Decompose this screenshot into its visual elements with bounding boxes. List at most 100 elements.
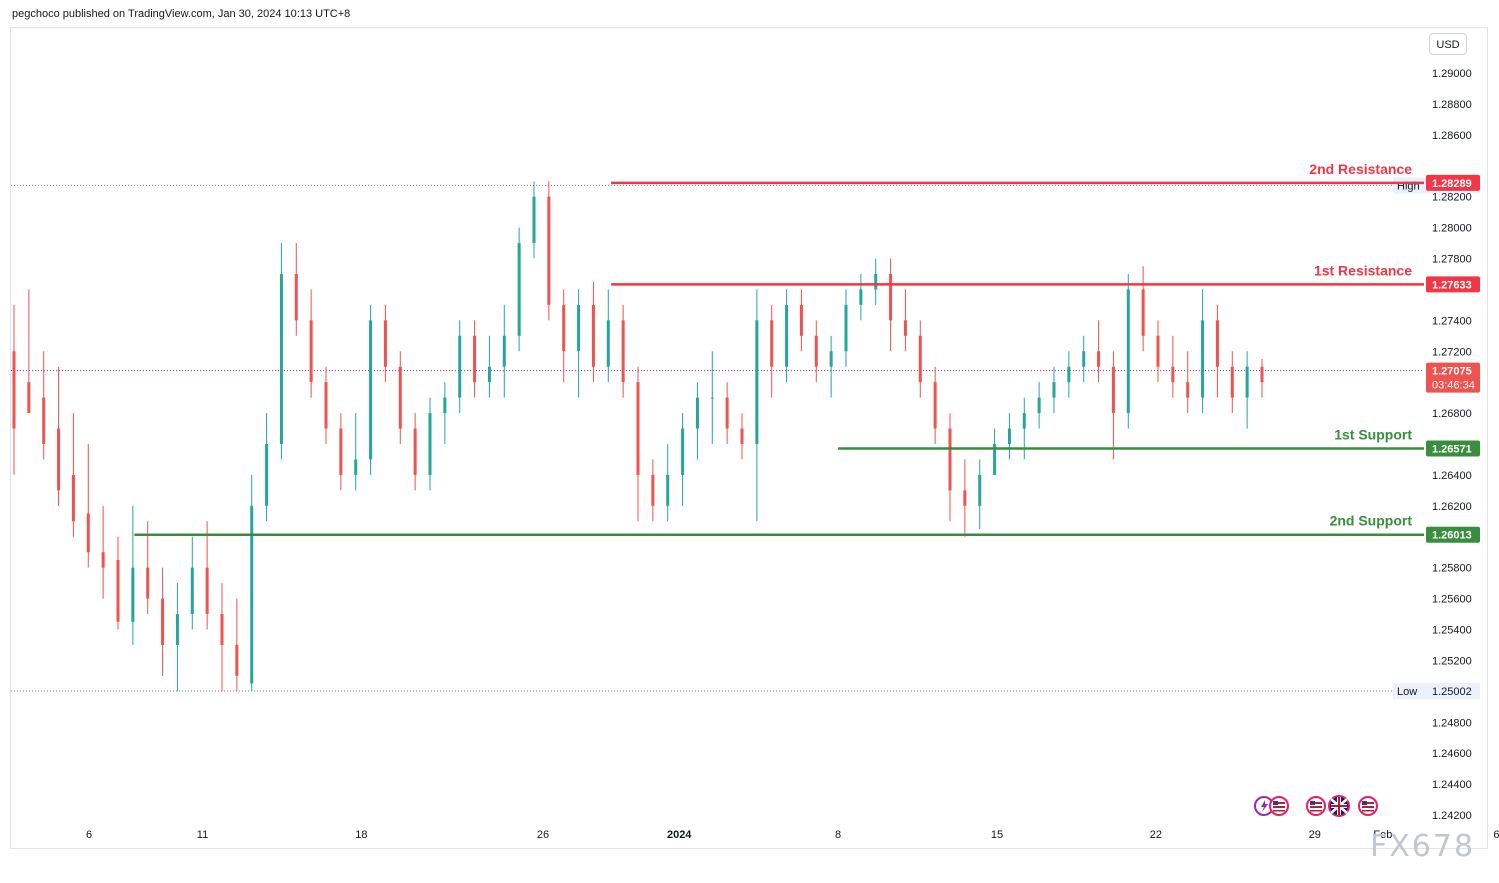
- y-tick-label: 1.24400: [1432, 779, 1472, 791]
- y-tick-label: 1.27800: [1432, 254, 1472, 266]
- candle: [859, 273, 863, 321]
- candle: [71, 413, 75, 537]
- us-flag-icon[interactable]: [1306, 796, 1326, 816]
- watermark: FX678: [1370, 829, 1476, 864]
- x-tick-label: 18: [355, 829, 367, 841]
- candle: [27, 289, 31, 414]
- y-tick-label: 1.26200: [1432, 501, 1472, 513]
- x-tick-label: 11: [197, 829, 208, 841]
- 1st-resistance-price-badge: [1426, 276, 1480, 293]
- candle: [235, 598, 239, 692]
- candle: [799, 289, 803, 352]
- 1st-support-price-label: 1.26571: [1432, 443, 1472, 455]
- candle: [1186, 351, 1190, 414]
- candle: [725, 382, 729, 444]
- candle: [517, 227, 521, 352]
- candle: [681, 413, 685, 506]
- candle: [1022, 397, 1026, 460]
- x-tick-label: 15: [991, 829, 1003, 841]
- 2nd-support-price-label: 1.26013: [1432, 530, 1472, 542]
- 2nd-resistance-price-label: 1.28289: [1432, 178, 1472, 190]
- publisher-header: pegchoco published on TradingView.com, J…: [12, 8, 351, 20]
- candle: [1156, 320, 1160, 383]
- candle: [547, 181, 551, 321]
- candle: [369, 304, 373, 475]
- candle: [903, 289, 907, 352]
- y-tick-label: 1.28200: [1432, 192, 1472, 204]
- candle: [1141, 266, 1145, 352]
- candle: [591, 281, 595, 383]
- candle: [1067, 351, 1071, 398]
- x-tick-label: 6: [86, 829, 92, 841]
- candle: [294, 243, 298, 336]
- candle: [710, 351, 714, 444]
- candle: [116, 536, 120, 630]
- bar-countdown-label: 03:46:34: [1432, 380, 1475, 392]
- support-resistance-levels[interactable]: 2nd Resistance 1.28289 1st Resistance 1.276…: [134, 161, 1480, 543]
- 1st-resistance-price-label: 1.27633: [1432, 279, 1472, 291]
- candle: [695, 382, 699, 460]
- y-tick-label: 1.25800: [1432, 563, 1472, 575]
- candle: [324, 366, 328, 444]
- candle: [473, 320, 477, 398]
- last-price-badge: [1426, 362, 1480, 393]
- candle: [755, 289, 759, 522]
- candle: [993, 428, 997, 475]
- currency-selector[interactable]: USD: [1429, 33, 1467, 55]
- y-tick-label: 1.24800: [1432, 717, 1472, 729]
- y-tick-label: 1.28600: [1432, 130, 1472, 142]
- candle: [1007, 413, 1011, 460]
- candle: [458, 320, 462, 414]
- candle: [250, 474, 254, 692]
- y-tick-label: 1.27400: [1432, 315, 1472, 327]
- candle: [1171, 335, 1175, 398]
- candle: [1037, 382, 1041, 429]
- candle: [220, 583, 224, 692]
- candles: [12, 181, 1264, 692]
- uk-flag-icon[interactable]: [1328, 795, 1350, 817]
- candle: [146, 521, 150, 615]
- y-tick-label: 1.24600: [1432, 748, 1472, 760]
- y-tick-label: 1.26400: [1432, 470, 1472, 482]
- candle: [933, 366, 937, 444]
- candle: [1126, 273, 1130, 429]
- 2nd-support-label: 2nd Support: [1330, 513, 1413, 529]
- x-tick-label: 2024: [667, 829, 692, 841]
- candle: [577, 289, 581, 398]
- candle: [383, 304, 387, 383]
- candle: [874, 258, 878, 305]
- candle: [309, 289, 313, 398]
- candle: [918, 320, 922, 398]
- 1st-support-label: 1st Support: [1334, 426, 1412, 442]
- candle: [1215, 304, 1219, 398]
- candle: [636, 366, 640, 522]
- candle: [205, 521, 209, 630]
- candle: [562, 289, 566, 383]
- candle: [1052, 366, 1056, 414]
- x-tick-label: 22: [1150, 829, 1162, 841]
- candle: [978, 459, 982, 530]
- candle: [86, 444, 90, 568]
- event-flags[interactable]: [1254, 795, 1378, 817]
- y-tick-label: 1.27200: [1432, 346, 1472, 358]
- candle: [487, 335, 491, 398]
- 1st-resistance-label: 1st Resistance: [1314, 262, 1412, 278]
- candle: [606, 289, 610, 383]
- candle: [948, 413, 952, 522]
- y-tick-label: 1.25600: [1432, 594, 1472, 606]
- x-tick-label: Feb: [1373, 829, 1392, 841]
- price-axis[interactable]: 1.29000 1.28800 1.28600 1.28200 1.28000 1.278…: [1432, 68, 1472, 822]
- candle: [621, 304, 625, 398]
- x-tick-label: 8: [835, 829, 841, 841]
- candle: [829, 335, 833, 398]
- low-tag-bg: [1393, 683, 1427, 700]
- y-tick-label: 1.28800: [1432, 99, 1472, 111]
- us-flag-icon[interactable]: [1358, 796, 1378, 816]
- candle: [57, 366, 61, 506]
- us-flag-icon[interactable]: [1269, 796, 1289, 816]
- candle: [265, 413, 269, 522]
- candle: [502, 304, 506, 398]
- time-axis[interactable]: 6 11 18 26 2024 8 15 22 29 Feb 6: [86, 829, 1499, 841]
- candle: [889, 258, 893, 352]
